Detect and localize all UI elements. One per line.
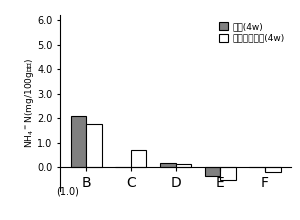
Bar	[265, 167, 280, 172]
Bar	[220, 167, 236, 180]
Y-axis label: NH$_4$$^=$N(mg/100g乾土): NH$_4$$^=$N(mg/100g乾土)	[22, 59, 36, 148]
Bar	[160, 163, 176, 167]
Text: (1.0): (1.0)	[57, 186, 80, 196]
Bar	[205, 167, 220, 176]
Bar	[131, 150, 146, 167]
Bar	[86, 124, 102, 167]
Bar	[176, 164, 191, 167]
Legend: 作土(4w), 堆積砂＋作土(4w): 作土(4w), 堆積砂＋作土(4w)	[217, 20, 286, 44]
Bar	[70, 116, 86, 167]
